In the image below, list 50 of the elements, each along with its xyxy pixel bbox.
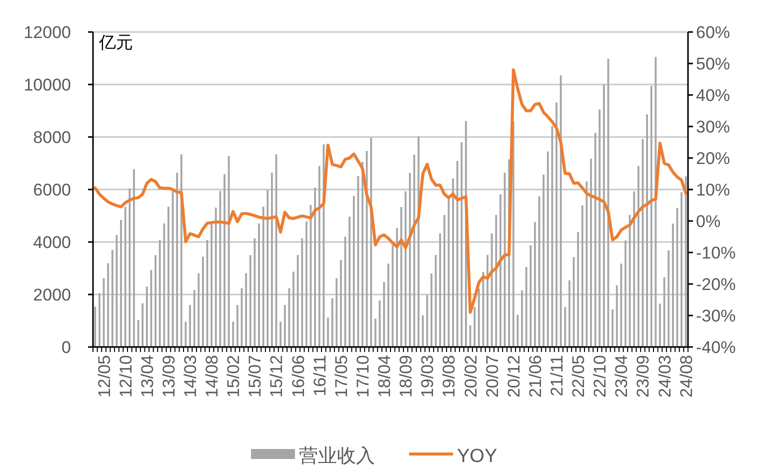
y2-tick-label: 10% (696, 180, 730, 200)
x-tick-label: 17/10 (353, 355, 372, 398)
x-tick-label: 15/02 (224, 355, 244, 398)
y-tick-label: 8000 (33, 128, 71, 147)
y2-tick-label: -10% (696, 244, 736, 262)
x-tick-label: 13/04 (138, 355, 157, 398)
y2-tick-label: -20% (696, 275, 736, 294)
y-tick-label: 2000 (33, 286, 71, 304)
y-tick-label: 6000 (33, 180, 71, 200)
x-tick-label: 12/10 (116, 355, 136, 398)
y2-tick-label: 30% (696, 118, 730, 136)
x-tick-label: 21/11 (547, 355, 566, 396)
x-tick-label: 20/02 (461, 355, 480, 398)
legend-label: YOY (457, 446, 498, 467)
y-tick-label: 0 (62, 338, 71, 357)
x-tick-label: 15/07 (246, 355, 265, 398)
y2-tick-label: 50% (696, 54, 730, 74)
y2-tick-label: 60% (696, 23, 730, 42)
x-tick-label: 12/05 (94, 355, 114, 398)
y2-tick-label: 40% (696, 86, 730, 105)
y-tick-label: 10000 (24, 76, 71, 94)
x-tick-label: 22/10 (590, 355, 610, 398)
x-tick-label: 22/05 (569, 355, 588, 398)
x-tick-label: 23/04 (612, 355, 632, 398)
y-axis-title: 亿元 (98, 33, 133, 52)
x-tick-label: 18/04 (375, 355, 394, 398)
x-tick-label: 24/03 (655, 355, 674, 398)
x-tick-label: 15/12 (267, 355, 286, 398)
x-tick-label: 19/08 (440, 355, 459, 398)
y2-tick-label: -30% (696, 306, 736, 326)
x-tick-label: 20/07 (482, 355, 502, 398)
x-tick-label: 21/06 (526, 355, 545, 398)
x-tick-label: 14/08 (202, 355, 222, 398)
x-tick-label: 16/11 (310, 355, 330, 396)
x-tick-label: 18/09 (396, 355, 416, 398)
y2-tick-label: 20% (696, 149, 730, 168)
line-series (94, 68, 688, 314)
x-tick-label: 24/08 (676, 355, 696, 398)
y2-tick-label: 0% (696, 212, 721, 231)
x-tick-label: 19/03 (418, 355, 438, 398)
x-tick-label: 20/12 (504, 355, 524, 398)
legend-label: 营业收入 (299, 446, 375, 467)
y-tick-label: 12000 (24, 23, 71, 42)
x-tick-label: 17/05 (332, 355, 351, 398)
y-tick-label: 4000 (33, 233, 71, 252)
x-tick-label: 23/09 (634, 355, 653, 398)
y2-tick-label: -40% (696, 338, 736, 357)
x-tick-label: 16/06 (288, 355, 308, 398)
x-tick-label: 13/09 (159, 355, 178, 398)
x-tick-label: 14/03 (181, 355, 200, 398)
